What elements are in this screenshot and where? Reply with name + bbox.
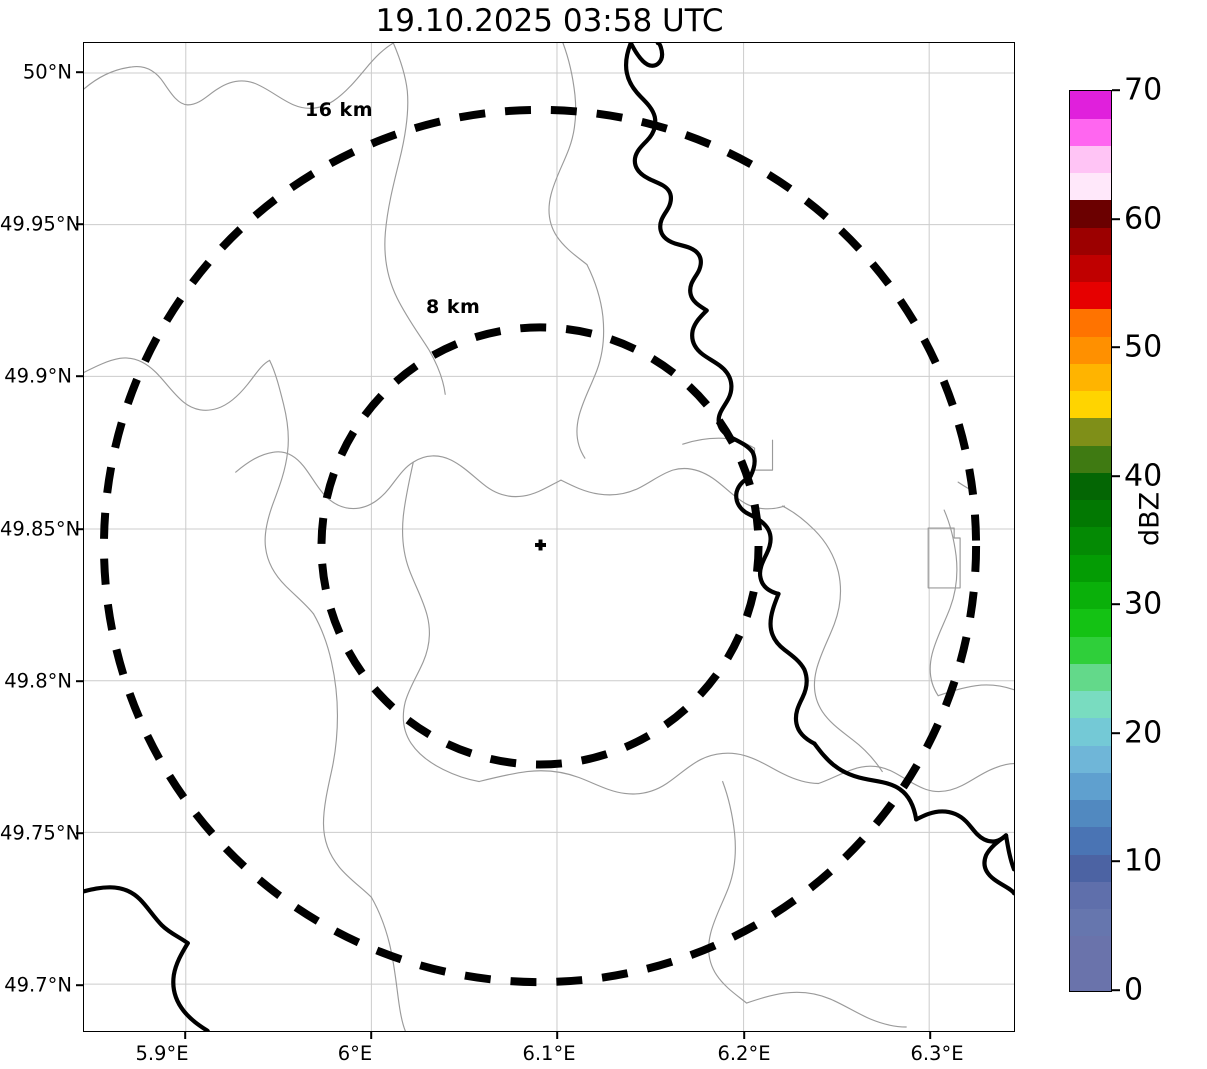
colorbar-band-31 <box>1070 118 1111 146</box>
colorbar-label-20: 20 <box>1124 715 1163 751</box>
y-tick-label-499N: 49.9°N <box>4 364 72 388</box>
range-ring-8km <box>317 323 763 769</box>
colorbar-band-2 <box>1070 909 1111 937</box>
colorbar-band-16 <box>1070 527 1111 555</box>
colorbar-band-30 <box>1070 145 1111 174</box>
colorbar-band-19 <box>1070 445 1111 473</box>
colorbar-band-12 <box>1070 636 1111 664</box>
range-ring-label-16km: 16 km <box>305 99 373 121</box>
y-tick-mark <box>76 528 83 530</box>
colorbar-axis-title: dBZ <box>1134 491 1166 546</box>
colorbar-band-20 <box>1070 418 1111 446</box>
colorbar-band-3 <box>1070 881 1111 910</box>
x-tick-label-63E: 6.3°E <box>910 1042 964 1065</box>
gridlines <box>84 43 1014 1031</box>
x-tick-mark <box>184 1032 186 1039</box>
y-tick-mark <box>76 680 83 682</box>
map-canvas <box>84 43 1014 1031</box>
colorbar-band-28 <box>1070 200 1111 228</box>
radar-center-marker <box>535 539 547 551</box>
colorbar-band-27 <box>1070 227 1111 255</box>
y-tick-label-4975N: 49.75°N <box>0 821 81 845</box>
colorbar-band-10 <box>1070 691 1111 719</box>
x-tick-label-6E: 6°E <box>337 1042 373 1065</box>
colorbar[interactable] <box>1069 90 1112 992</box>
y-tick-label-497N: 49.7°N <box>4 973 72 997</box>
x-tick-label-61E: 6.1°E <box>522 1042 576 1065</box>
colorbar-band-13 <box>1070 609 1111 637</box>
y-tick-mark <box>76 71 83 73</box>
colorbar-band-5 <box>1070 827 1111 855</box>
y-tick-label-50N: 50°N <box>22 60 72 84</box>
radar-map-axes[interactable] <box>83 42 1015 1032</box>
colorbar-label-70: 70 <box>1124 72 1163 108</box>
colorbar-band-6 <box>1070 800 1111 828</box>
colorbar-tick-50 <box>1112 346 1120 348</box>
colorbar-band-7 <box>1070 772 1111 801</box>
colorbar-label-60: 60 <box>1124 201 1163 237</box>
colorbar-band-21 <box>1070 391 1111 419</box>
x-tick-mark <box>929 1032 931 1039</box>
colorbar-tick-70 <box>1112 89 1120 91</box>
y-tick-mark <box>76 984 83 986</box>
colorbar-band-24 <box>1070 309 1111 337</box>
colorbar-band-0 <box>1070 963 1111 991</box>
y-tick-mark <box>76 375 83 377</box>
colorbar-band-8 <box>1070 745 1111 773</box>
colorbar-band-32 <box>1070 91 1111 119</box>
x-tick-label-62E: 6.2°E <box>717 1042 771 1065</box>
colorbar-label-30: 30 <box>1124 586 1163 622</box>
y-tick-label-4995N: 49.95°N <box>0 212 81 236</box>
colorbar-band-1 <box>1070 936 1111 964</box>
range-ring-label-8km: 8 km <box>426 296 481 318</box>
colorbar-band-18 <box>1070 472 1111 501</box>
colorbar-band-29 <box>1070 173 1111 201</box>
colorbar-label-0: 0 <box>1124 972 1144 1008</box>
colorbar-gradient-strip <box>1070 91 1111 991</box>
x-tick-label-59E: 5.9°E <box>135 1042 189 1065</box>
y-tick-label-4985N: 49.85°N <box>0 517 81 541</box>
colorbar-tick-40 <box>1112 475 1120 477</box>
range-ring-16km <box>99 105 981 987</box>
colorbar-tick-30 <box>1112 603 1120 605</box>
country-borders <box>84 43 1014 1031</box>
colorbar-band-11 <box>1070 663 1111 692</box>
colorbar-band-4 <box>1070 854 1111 882</box>
y-tick-mark <box>76 223 83 225</box>
colorbar-tick-60 <box>1112 218 1120 220</box>
colorbar-band-26 <box>1070 254 1111 283</box>
x-tick-mark <box>743 1032 745 1039</box>
colorbar-band-15 <box>1070 554 1111 583</box>
x-tick-mark <box>556 1032 558 1039</box>
colorbar-band-14 <box>1070 582 1111 610</box>
colorbar-tick-0 <box>1112 989 1120 991</box>
y-tick-mark <box>76 832 83 834</box>
figure-title: 19.10.2025 03:58 UTC <box>375 3 724 39</box>
colorbar-band-22 <box>1070 363 1111 392</box>
colorbar-tick-20 <box>1112 732 1120 734</box>
colorbar-band-25 <box>1070 282 1111 310</box>
colorbar-label-50: 50 <box>1124 329 1163 365</box>
colorbar-band-17 <box>1070 500 1111 528</box>
y-tick-label-498N: 49.8°N <box>4 669 72 693</box>
colorbar-label-10: 10 <box>1124 843 1163 879</box>
admin-boundaries <box>84 43 1014 1031</box>
colorbar-label-40: 40 <box>1124 458 1163 494</box>
colorbar-tick-10 <box>1112 860 1120 862</box>
colorbar-band-23 <box>1070 336 1111 364</box>
x-tick-mark <box>370 1032 372 1039</box>
range-rings <box>99 105 981 987</box>
colorbar-band-9 <box>1070 718 1111 746</box>
